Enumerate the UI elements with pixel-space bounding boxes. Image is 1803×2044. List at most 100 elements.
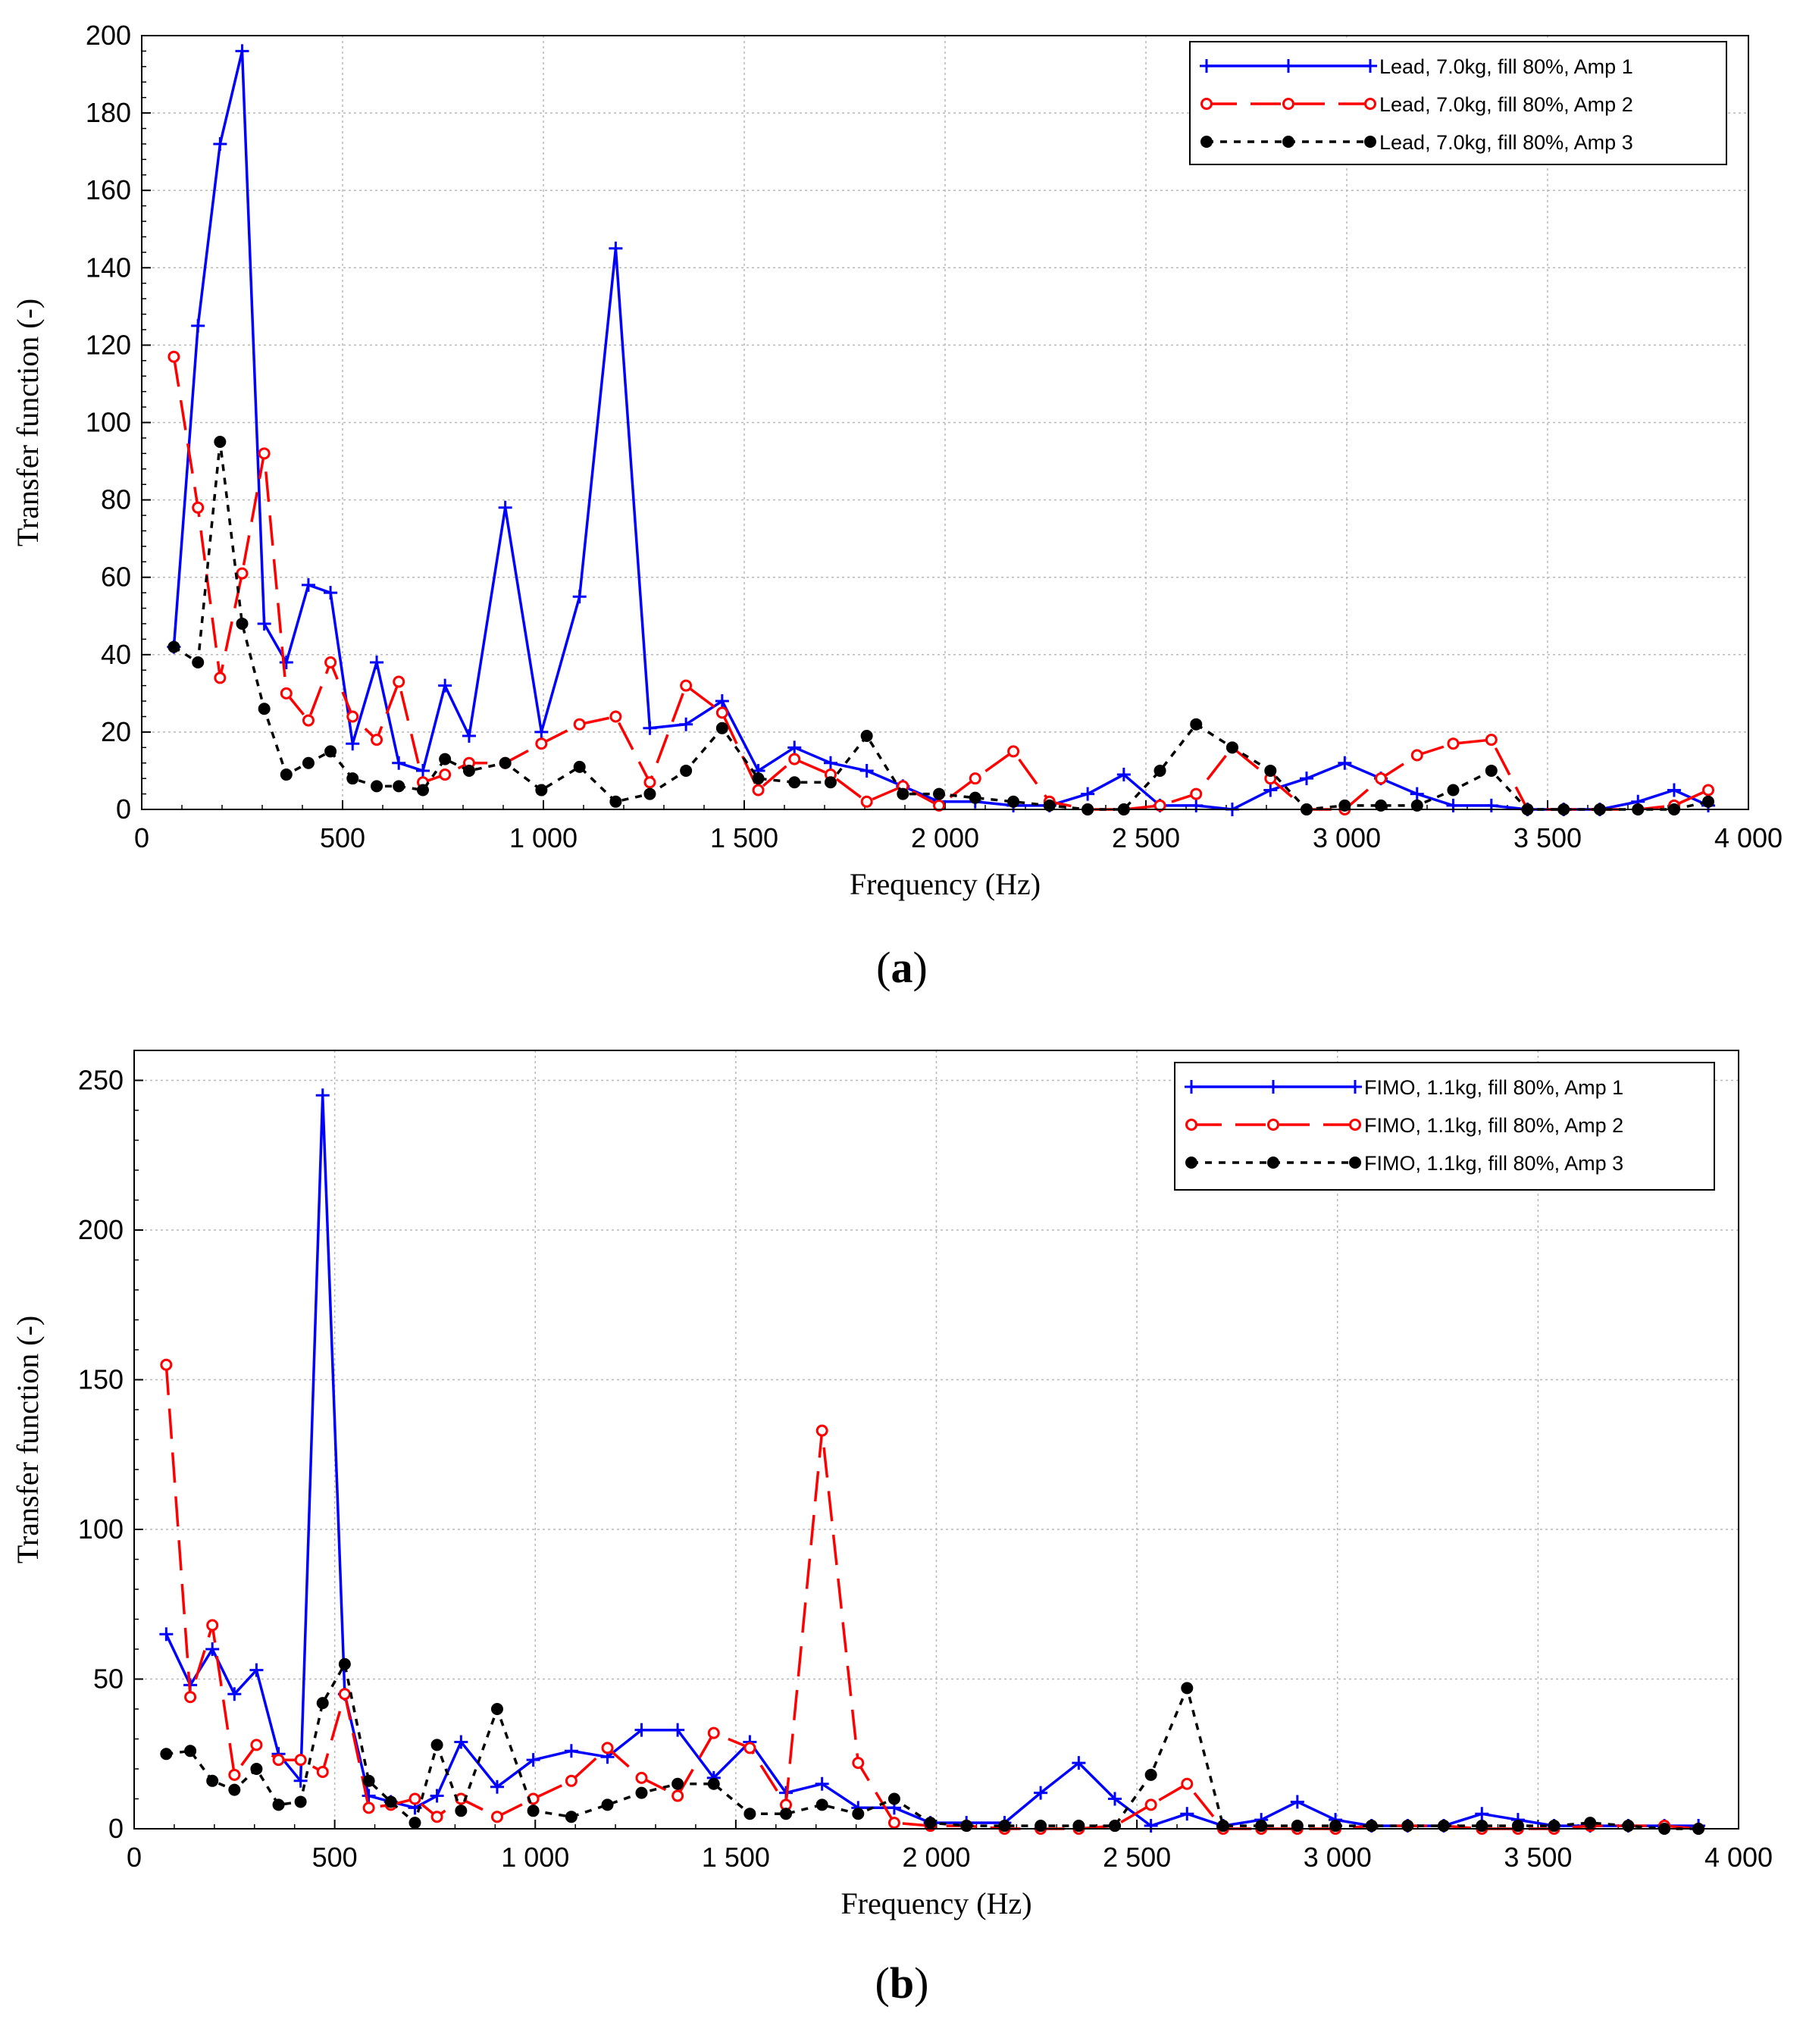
legend-label: FIMO, 1.1kg, fill 80%, Amp 1 (1364, 1076, 1623, 1099)
gridlines (142, 35, 1748, 809)
data-point (752, 784, 765, 797)
legend-marker (1267, 1119, 1279, 1131)
legend-marker (1200, 136, 1213, 148)
data-point (316, 1697, 329, 1710)
data-point (1081, 787, 1095, 801)
data-point (933, 799, 946, 812)
data-point (324, 656, 337, 669)
y-tick-label: 60 (101, 562, 131, 593)
data-point (969, 772, 981, 785)
data-point (752, 772, 765, 785)
data-point (601, 1742, 614, 1754)
plot-frame (133, 1050, 1739, 1830)
data-point (214, 671, 227, 684)
data-point (1447, 784, 1460, 797)
data-point (257, 616, 271, 631)
x-axis-title: Frequency (Hz) (840, 1886, 1031, 1920)
data-point (1291, 1820, 1304, 1833)
data-point (346, 772, 359, 785)
data-point (316, 1765, 329, 1778)
panel-label-letter: a (891, 943, 913, 992)
data-point (887, 1817, 900, 1830)
panel-label-letter: b (890, 1958, 914, 2008)
data-point (1476, 1820, 1488, 1833)
data-point (933, 787, 946, 800)
x-axis-ticks: 0 500 1 000 1 500 2 000 2 500 3 000 3 500 4 000 (134, 800, 1783, 853)
data-point (715, 706, 728, 719)
data-point (707, 1777, 720, 1790)
legend-label: Lead, 7.0kg, fill 80%, Amp 2 (1379, 93, 1633, 116)
legend-marker (1364, 136, 1376, 148)
data-point (280, 768, 293, 781)
data-point (1144, 1768, 1157, 1781)
data-point (184, 1745, 197, 1758)
data-point (1447, 737, 1460, 750)
data-point (206, 1619, 219, 1632)
data-point (235, 44, 249, 58)
x-tick-label: 4 000 (1704, 1842, 1773, 1873)
data-point (346, 737, 360, 751)
data-point (852, 1757, 865, 1770)
data-point (1190, 787, 1203, 800)
data-point (707, 1726, 720, 1739)
data-point (439, 768, 452, 781)
data-point (362, 1801, 375, 1814)
data-point (430, 1789, 444, 1803)
x-tick-label: 2 000 (902, 1842, 970, 1873)
legend-marker (1185, 1157, 1197, 1169)
data-point (430, 1811, 443, 1823)
data-point (490, 1780, 504, 1794)
data-point (1007, 795, 1020, 808)
panel-label-open: ( (876, 943, 891, 992)
data-point (526, 1753, 540, 1767)
data-point (1548, 1820, 1560, 1833)
data-point (572, 590, 587, 604)
series-line (166, 1663, 1699, 1830)
legend-marker (1200, 98, 1213, 110)
legend-label: Lead, 7.0kg, fill 80%, Amp 3 (1379, 131, 1633, 154)
data-point (1072, 1820, 1085, 1833)
data-point (715, 722, 728, 734)
data-point (1702, 795, 1714, 808)
data-point (192, 501, 205, 514)
data-point (780, 1808, 793, 1820)
data-point (1485, 734, 1498, 747)
data-point (1290, 1795, 1304, 1809)
data-point (250, 1739, 263, 1751)
y-tick-label: 150 (78, 1364, 124, 1395)
data-point (1622, 1820, 1635, 1833)
data-point (272, 1754, 285, 1767)
data-point (1034, 1786, 1048, 1800)
y-axis-title: Transfer function (-) (11, 1316, 45, 1564)
data-point (1338, 756, 1352, 770)
data-point (338, 1688, 351, 1701)
data-point (392, 756, 406, 770)
legend-label: Lead, 7.0kg, fill 80%, Amp 1 (1379, 55, 1633, 78)
data-point (294, 1754, 307, 1767)
data-point (1116, 768, 1131, 782)
legend-box (1174, 1062, 1715, 1191)
panel-label: (b) (875, 1958, 929, 2008)
data-point (498, 500, 512, 515)
data-point (643, 721, 657, 735)
data-point (535, 784, 548, 797)
y-tick-label: 50 (93, 1664, 124, 1695)
data-point (535, 737, 548, 750)
y-tick-label: 140 (86, 252, 131, 283)
x-tick-label: 2 000 (911, 822, 979, 853)
data-point (1108, 1792, 1122, 1806)
data-point (1263, 783, 1278, 797)
data-point (1485, 764, 1498, 777)
series-3 (167, 436, 1714, 815)
data-point (206, 1774, 219, 1787)
data-point (236, 567, 249, 580)
data-point (1255, 1820, 1268, 1833)
data-point (671, 1777, 684, 1790)
data-point (258, 447, 271, 460)
data-point (324, 745, 337, 758)
data-point (534, 725, 549, 739)
data-point (490, 1811, 503, 1823)
data-point (969, 791, 981, 804)
data-point (462, 729, 476, 743)
data-point (788, 753, 801, 765)
